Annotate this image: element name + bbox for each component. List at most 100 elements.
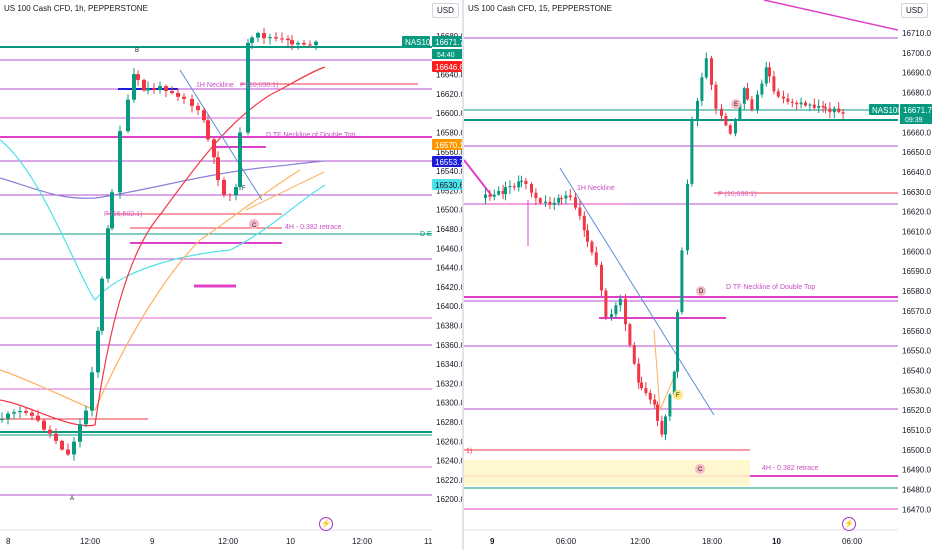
- marker-f: F: [242, 186, 246, 192]
- candle-body: [656, 404, 659, 421]
- candle-body: [216, 157, 220, 180]
- chart-panel-1h[interactable]: US 100 Cash CFD, 1h, PEPPERSTONE USD B A F…: [0, 0, 462, 550]
- candle-body: [728, 125, 732, 134]
- currency-label[interactable]: USD: [901, 3, 928, 18]
- retrace-zone: [464, 460, 750, 486]
- candle-body: [12, 412, 16, 414]
- candle-body: [760, 83, 764, 95]
- label-dtf-neckline: D TF Neckline of Double Top: [266, 132, 355, 139]
- candle-body: [6, 413, 10, 419]
- candle-body: [704, 58, 708, 78]
- price-axis-tick: 16690.0: [902, 69, 931, 78]
- lightning-icon[interactable]: ⚡: [842, 517, 856, 531]
- candle-body: [600, 264, 603, 291]
- candle-body: [690, 120, 694, 184]
- candle-body: [756, 94, 759, 110]
- lightning-icon[interactable]: ⚡: [319, 517, 333, 531]
- candle-body: [90, 372, 94, 411]
- label-1h-neckline: 1H Neckline: [196, 82, 234, 89]
- candle-body: [696, 100, 699, 121]
- candle-body: [492, 194, 496, 197]
- label-p: P (16,630.1): [718, 191, 756, 198]
- indicator-badge: 16530.6: [435, 181, 462, 190]
- trendline-orange: [245, 171, 325, 211]
- price-axis-tick: 16680.0: [902, 89, 931, 98]
- label-p2: P (16,502.1): [104, 211, 142, 218]
- candle-body: [0, 418, 4, 420]
- label-p: P (16,630.1): [240, 82, 278, 89]
- marker-c: C: [698, 467, 703, 473]
- candle-body: [557, 197, 561, 203]
- marker-c: C: [252, 223, 257, 229]
- candle-body: [799, 102, 803, 105]
- price-axis-tick: 16500.0: [436, 206, 462, 215]
- price-axis-tick: 16490.0: [902, 466, 931, 475]
- candle-body: [190, 98, 194, 106]
- trendline-magenta: [464, 159, 493, 197]
- price-badge: 16671.7: [435, 38, 462, 47]
- currency-label[interactable]: USD: [432, 3, 459, 18]
- candle-body: [54, 433, 58, 441]
- candle-body: [256, 32, 260, 38]
- candle-body: [795, 102, 799, 105]
- marker-c-bg: [249, 219, 259, 229]
- candle-body: [544, 201, 547, 204]
- price-chart-1h[interactable]: B A F C 1H Neckline P (16,630.1) D TF Neckline…: [0, 0, 462, 550]
- ma-line-orange: [0, 169, 301, 411]
- candle-body: [604, 290, 608, 317]
- time-axis-tick: 12:00: [352, 537, 373, 546]
- candle-body: [668, 394, 672, 417]
- price-axis-tick: 16420.0: [436, 283, 462, 292]
- candle-body: [302, 42, 306, 45]
- candle-body: [568, 195, 572, 198]
- price-axis-tick: 16540.0: [436, 167, 462, 176]
- ma-line-purple: [0, 160, 326, 199]
- price-axis-tick: 16620.0: [902, 208, 931, 217]
- price-axis-tick: 16630.0: [902, 188, 931, 197]
- price-axis-tick: 16530.0: [902, 386, 931, 395]
- price-axis-tick: 16610.0: [902, 228, 931, 237]
- candle-body: [746, 88, 749, 100]
- candle-body: [18, 411, 22, 413]
- countdown-bg: [432, 49, 462, 59]
- symbol-badge: NAS100: [872, 106, 902, 115]
- panel-divider[interactable]: [462, 0, 464, 550]
- price-chart-15m[interactable]: D C F E 1H Neckline P (16,630.1) D TF Neckline…: [464, 0, 932, 550]
- candle-body: [290, 40, 294, 45]
- price-axis-tick: 16220.0: [436, 476, 462, 485]
- candle-body: [142, 79, 146, 91]
- label-dtf-neckline: D TF Neckline of Double Top: [726, 284, 815, 291]
- time-axis-tick: 06:00: [556, 537, 577, 546]
- marker-f-bg: [673, 390, 683, 400]
- candle-body: [296, 42, 300, 45]
- candle-body: [676, 312, 679, 372]
- price-axis-tick: 16480.0: [436, 225, 462, 234]
- candle-body: [686, 183, 689, 251]
- candle-body: [538, 198, 542, 204]
- candle-body: [96, 330, 100, 373]
- indicator-badge-bg: [432, 61, 462, 72]
- candle-body: [308, 44, 312, 46]
- candle-body: [724, 115, 728, 126]
- price-axis-tick: 16500.0: [902, 446, 931, 455]
- candle-body: [132, 74, 136, 100]
- price-axis-tick: 16400.0: [436, 302, 462, 311]
- price-axis-tick: 16520.0: [902, 406, 931, 415]
- candle-body: [286, 38, 290, 41]
- candle-body: [228, 194, 232, 196]
- price-axis-tick: 16560.0: [436, 148, 462, 157]
- countdown-text: 54:40: [437, 52, 455, 59]
- price-axis-bg: [898, 0, 932, 550]
- candle-body: [714, 84, 718, 109]
- candle-body: [624, 298, 627, 325]
- marker-e-bg: [731, 99, 741, 109]
- candle-body: [84, 410, 88, 425]
- price-axis-tick: 16620.0: [436, 90, 462, 99]
- price-axis-tick: 16520.0: [436, 186, 462, 195]
- candle-body: [552, 202, 556, 205]
- chart-panel-15m[interactable]: US 100 Cash CFD, 15, PEPPERSTONE USD D C F…: [464, 0, 932, 550]
- candle-body: [710, 58, 713, 85]
- candle-body: [512, 186, 516, 188]
- candle-body: [250, 37, 254, 43]
- candle-body: [30, 412, 34, 416]
